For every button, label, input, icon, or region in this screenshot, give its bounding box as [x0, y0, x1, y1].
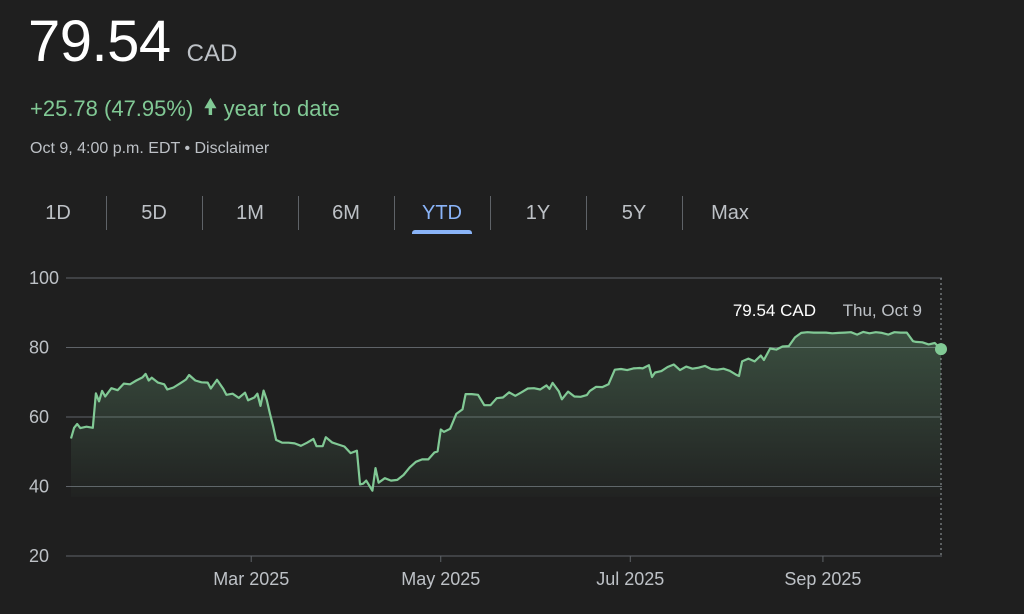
tab-label: 1M: [236, 202, 264, 225]
tooltip-date: Thu, Oct 9: [843, 301, 922, 320]
tab-1m[interactable]: 1M: [202, 190, 298, 236]
tab-label: YTD: [422, 202, 462, 225]
y-tick-label: 40: [29, 477, 49, 497]
tab-5y[interactable]: 5Y: [586, 190, 682, 236]
y-tick-label: 60: [29, 407, 49, 427]
current-price: 79.54: [28, 8, 171, 75]
separator-dot: •: [184, 140, 190, 157]
change-value: +25.78 (47.95%): [30, 96, 193, 122]
tab-5d[interactable]: 5D: [106, 190, 202, 236]
y-tick-label: 80: [29, 338, 49, 358]
tab-1d[interactable]: 1D: [10, 190, 106, 236]
change-period: year to date: [224, 96, 340, 122]
range-tabs: 1D 5D 1M 6M YTD 1Y 5Y Max: [10, 190, 778, 240]
tab-1y[interactable]: 1Y: [490, 190, 586, 236]
tab-6m[interactable]: 6M: [298, 190, 394, 236]
price-area-fill: [71, 332, 941, 497]
current-price-dot: [935, 343, 947, 355]
tab-label: 5D: [141, 202, 167, 225]
tab-ytd[interactable]: YTD: [394, 190, 490, 236]
arrow-up-icon: 🠝: [203, 90, 217, 128]
quote-timestamp: Oct 9, 4:00 p.m. EDT: [30, 140, 180, 157]
tab-label: 1Y: [526, 202, 550, 225]
price-chart[interactable]: 20 40 60 80 100 Mar 2025 May 2025 Jul 2025 Sep …: [0, 255, 1024, 614]
tab-label: 6M: [332, 202, 360, 225]
y-tick-label: 100: [29, 268, 59, 288]
tab-max[interactable]: Max: [682, 190, 778, 236]
hover-tooltip: 79.54 CAD Thu, Oct 9: [733, 301, 922, 320]
x-tick-label: Sep 2025: [784, 569, 861, 589]
tab-label: 1D: [45, 202, 71, 225]
y-tick-label: 20: [29, 546, 49, 566]
x-tick-label: Jul 2025: [596, 569, 664, 589]
tab-label: Max: [711, 202, 749, 225]
tooltip-price: 79.54 CAD: [733, 301, 816, 320]
x-axis-labels: Mar 2025 May 2025 Jul 2025 Sep 2025: [213, 556, 861, 589]
y-axis-labels: 20 40 60 80 100: [29, 268, 59, 566]
x-tick-label: May 2025: [401, 569, 480, 589]
x-tick-label: Mar 2025: [213, 569, 289, 589]
price-change: +25.78 (47.95%) 🠝 year to date: [30, 90, 340, 128]
quote-timestamp-row: Oct 9, 4:00 p.m. EDT • Disclaimer: [30, 140, 269, 158]
price-currency: CAD: [187, 40, 238, 68]
price-header: 79.54 CAD: [28, 8, 237, 75]
tab-label: 5Y: [622, 202, 646, 225]
disclaimer-link[interactable]: Disclaimer: [195, 140, 270, 157]
